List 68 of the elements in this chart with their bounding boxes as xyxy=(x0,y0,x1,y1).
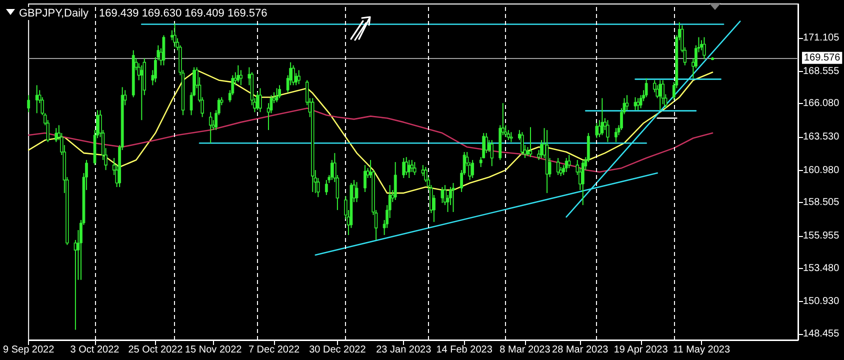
y-tick-label: 153.480 xyxy=(803,262,840,274)
candlestick xyxy=(614,128,618,143)
candlestick xyxy=(556,158,560,176)
candlestick xyxy=(702,36,706,60)
candlestick xyxy=(410,159,414,172)
candlestick xyxy=(595,122,598,139)
candlestick xyxy=(324,179,328,196)
candlestick xyxy=(636,98,640,111)
ref-line-label: 169.576 xyxy=(804,52,841,64)
candlestick xyxy=(402,158,406,179)
candlestick xyxy=(606,120,610,143)
x-tick-label: 14 Feb 2023 xyxy=(436,344,493,356)
candlestick xyxy=(658,80,662,111)
y-tick-label: 148.455 xyxy=(803,328,840,340)
chart-title: GBPJPY,Daily xyxy=(19,8,89,20)
candlestick xyxy=(408,159,411,179)
candlestick xyxy=(568,154,571,169)
y-tick-label: 166.080 xyxy=(803,98,840,110)
x-tick-label: 11 May 2023 xyxy=(672,344,730,356)
candlestick xyxy=(208,112,212,144)
y-tick-label: 150.930 xyxy=(803,296,840,308)
candlestick xyxy=(258,88,262,113)
candlestick xyxy=(634,96,637,111)
y-tick-label: 171.105 xyxy=(803,32,840,44)
candlestick xyxy=(510,132,513,143)
candlestick xyxy=(364,164,366,193)
candlestick xyxy=(440,186,444,204)
candlestick xyxy=(564,158,568,172)
candlestick xyxy=(297,70,300,85)
x-tick-label: 25 Oct 2022 xyxy=(128,344,184,356)
x-tick-label: 15 Nov 2022 xyxy=(184,344,242,356)
candlestick xyxy=(173,22,176,48)
candlestick xyxy=(644,78,648,98)
chart-subtitle: 169.439 169.630 169.409 169.576 xyxy=(99,8,268,20)
candlestick xyxy=(528,126,532,158)
y-tick-label: 158.505 xyxy=(803,197,840,208)
candlestick xyxy=(239,70,243,86)
candlestick xyxy=(600,98,604,136)
candlestick xyxy=(413,162,416,176)
candlestick xyxy=(27,94,30,113)
candlestick xyxy=(452,182,455,213)
candlestick xyxy=(581,159,584,206)
x-tick-label: 23 Jan 2023 xyxy=(376,344,432,356)
x-tick-label: 7 Dec 2022 xyxy=(248,344,300,356)
x-tick-label: 19 Apr 2023 xyxy=(614,344,668,356)
y-tick-label: 163.530 xyxy=(803,131,840,142)
candlestick xyxy=(162,34,166,66)
candlestick xyxy=(490,140,494,167)
candlestick xyxy=(520,132,524,156)
candlestick xyxy=(140,64,144,121)
y-tick-label: 155.955 xyxy=(803,230,840,242)
x-tick-label: 28 Mar 2023 xyxy=(552,344,609,356)
x-tick-label: 3 Oct 2022 xyxy=(70,344,120,356)
candlestick xyxy=(292,64,295,86)
x-tick-label: 9 Sep 2022 xyxy=(2,344,55,356)
candlestick xyxy=(275,88,278,103)
candlestick xyxy=(471,159,474,179)
candlestick xyxy=(54,128,58,143)
x-tick-label: 30 Dec 2022 xyxy=(309,344,366,356)
candlestick xyxy=(278,84,281,99)
candlestick xyxy=(355,182,358,203)
candlestick xyxy=(236,64,240,83)
x-tick-label: 8 Mar 2023 xyxy=(500,344,551,356)
y-tick-label: 168.555 xyxy=(803,66,840,77)
candlestick xyxy=(394,162,397,200)
y-tick-label: 160.980 xyxy=(803,164,840,176)
candlestick xyxy=(526,146,530,157)
candlestick xyxy=(625,94,629,111)
